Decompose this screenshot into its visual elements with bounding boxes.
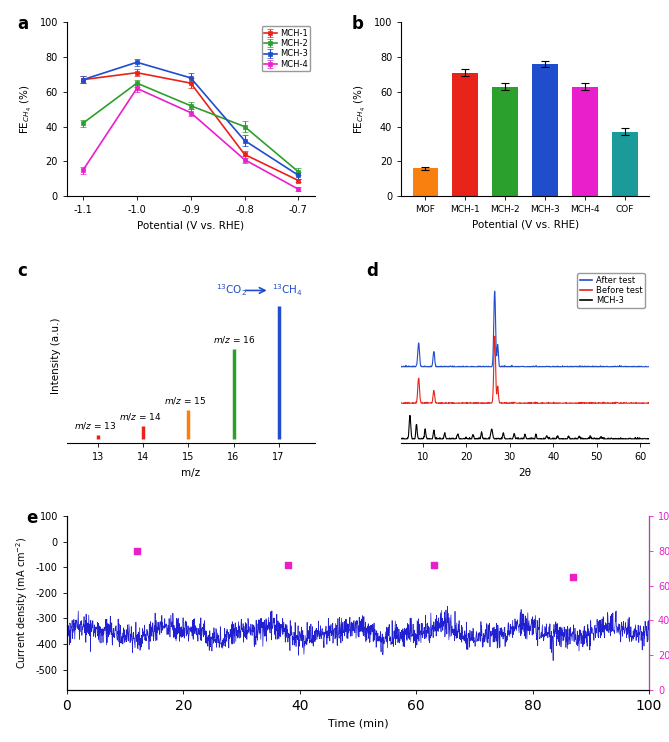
X-axis label: Time (min): Time (min) — [328, 719, 388, 729]
Legend: After test, Before test, MCH-3: After test, Before test, MCH-3 — [577, 273, 645, 308]
Text: c: c — [17, 262, 27, 280]
Point — [428, 559, 439, 571]
Text: b: b — [352, 16, 363, 33]
Point — [283, 559, 294, 571]
Bar — [572, 87, 598, 196]
Point — [131, 545, 142, 556]
X-axis label: Potential (V vs. RHE): Potential (V vs. RHE) — [472, 220, 579, 230]
X-axis label: m/z: m/z — [181, 467, 200, 478]
Bar — [452, 73, 478, 196]
Bar — [492, 87, 518, 196]
Text: $m/z$ = 13: $m/z$ = 13 — [74, 420, 116, 431]
Y-axis label: FE$_{CH_4}$ (%): FE$_{CH_4}$ (%) — [19, 85, 34, 134]
Text: $^{13}$CO$_2$: $^{13}$CO$_2$ — [215, 283, 246, 298]
Text: $m/z$ = 16: $m/z$ = 16 — [213, 334, 256, 345]
Point — [568, 571, 579, 583]
Text: e: e — [26, 509, 37, 528]
Legend: MCH-1, MCH-2, MCH-3, MCH-4: MCH-1, MCH-2, MCH-3, MCH-4 — [262, 27, 310, 71]
Bar — [611, 132, 638, 196]
Text: $m/z$ = 15: $m/z$ = 15 — [164, 395, 206, 406]
Bar — [532, 64, 558, 196]
X-axis label: Potential (V vs. RHE): Potential (V vs. RHE) — [137, 221, 244, 231]
Bar — [413, 168, 438, 196]
Y-axis label: FE$_{CH_4}$ (%): FE$_{CH_4}$ (%) — [353, 85, 369, 134]
Text: d: d — [367, 262, 379, 280]
Text: a: a — [17, 16, 29, 33]
Text: $^{13}$CH$_4$: $^{13}$CH$_4$ — [272, 283, 303, 298]
Text: $m/z$ = 14: $m/z$ = 14 — [118, 411, 161, 422]
X-axis label: 2θ: 2θ — [518, 467, 532, 478]
Y-axis label: Intensity (a.u.): Intensity (a.u.) — [52, 318, 62, 395]
Y-axis label: Current density (mA cm$^{-2}$): Current density (mA cm$^{-2}$) — [15, 537, 30, 669]
